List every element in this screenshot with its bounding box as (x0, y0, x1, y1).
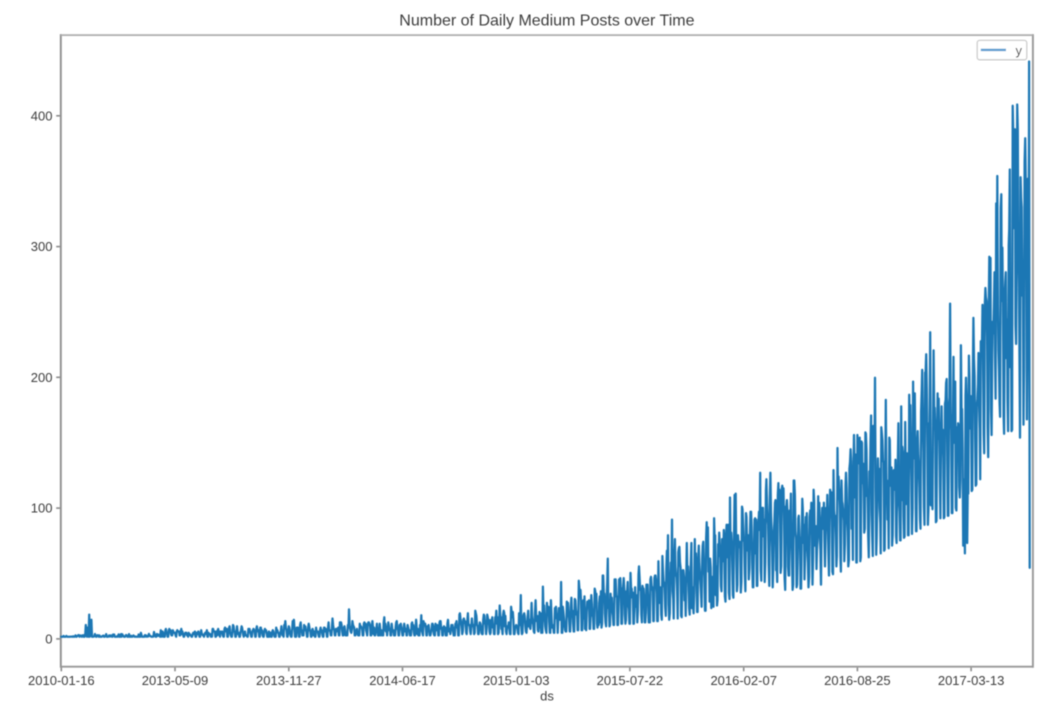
svg-text:2010-01-16: 2010-01-16 (28, 673, 95, 688)
svg-text:2015-01-03: 2015-01-03 (483, 673, 550, 688)
svg-text:2015-07-22: 2015-07-22 (597, 673, 664, 688)
svg-text:2016-08-25: 2016-08-25 (824, 673, 891, 688)
svg-text:y: y (1016, 43, 1023, 58)
svg-text:2016-02-07: 2016-02-07 (710, 673, 777, 688)
svg-text:200: 200 (31, 370, 53, 385)
svg-text:ds: ds (540, 689, 554, 704)
svg-text:0: 0 (45, 632, 52, 647)
svg-text:100: 100 (31, 501, 53, 516)
svg-text:400: 400 (31, 108, 53, 123)
svg-text:2014-06-17: 2014-06-17 (369, 673, 436, 688)
svg-text:2013-05-09: 2013-05-09 (142, 673, 209, 688)
svg-text:300: 300 (31, 239, 53, 254)
svg-text:Number of Daily Medium Posts o: Number of Daily Medium Posts over Time (399, 12, 694, 29)
svg-text:2017-03-13: 2017-03-13 (938, 673, 1005, 688)
svg-text:2013-11-27: 2013-11-27 (256, 673, 322, 688)
